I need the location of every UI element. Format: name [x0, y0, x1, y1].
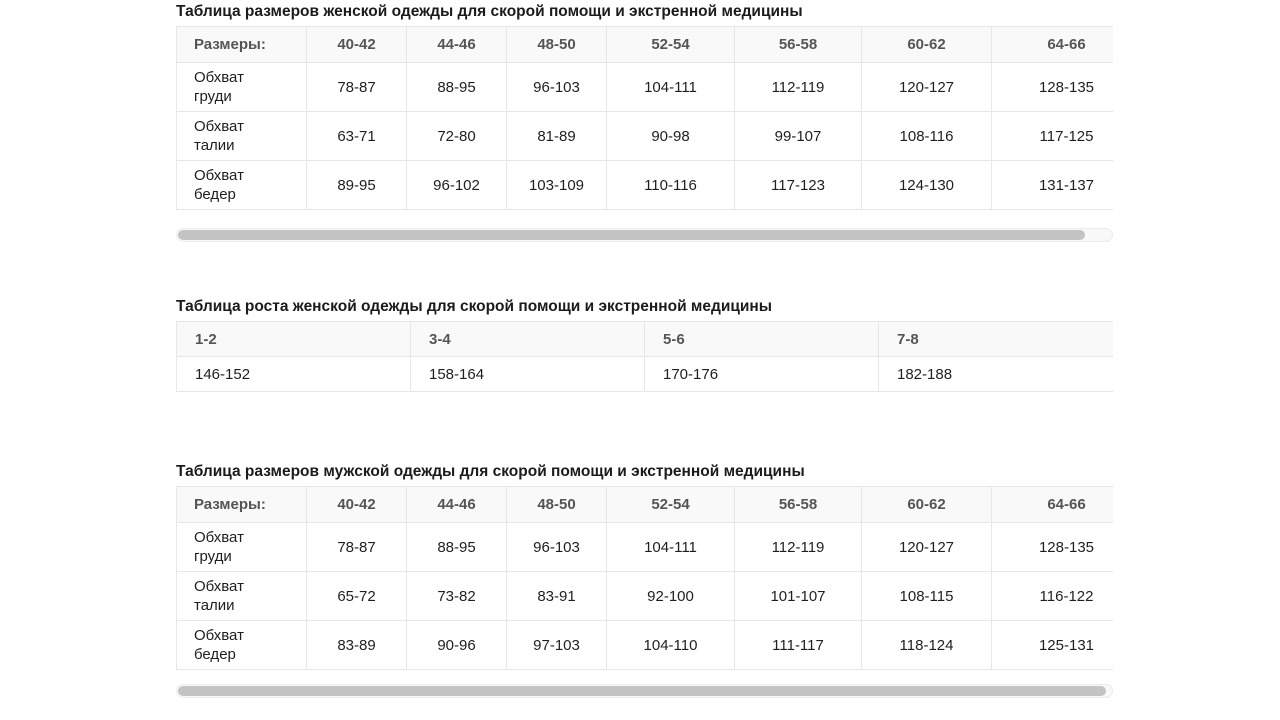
size-value-cell: 97-103 — [506, 620, 607, 670]
size-value-cell: 158-164 — [410, 356, 645, 392]
size-value-cell: 104-111 — [606, 522, 735, 572]
table-scroll-area: Размеры: 40-42 44-46 48-50 52-54 56-58 60-62 64… — [176, 486, 1113, 670]
size-value-cell: 63-71 — [306, 111, 407, 161]
scrollbar-thumb[interactable] — [178, 686, 1107, 696]
horizontal-scrollbar[interactable] — [176, 228, 1113, 242]
size-value-cell: 99-107 — [734, 111, 862, 161]
size-value-cell: 81-89 — [506, 111, 607, 161]
size-value-cell: 104-110 — [606, 620, 735, 670]
column-header: 48-50 — [506, 26, 607, 63]
horizontal-scrollbar[interactable] — [176, 684, 1113, 698]
row-label: Обхват талии — [176, 111, 307, 161]
size-value-cell: 108-115 — [861, 571, 992, 621]
size-value-cell: 90-96 — [406, 620, 507, 670]
size-value-cell: 112-119 — [734, 62, 862, 112]
size-table: Размеры: 40-42 44-46 48-50 52-54 56-58 60-62 64… — [176, 26, 1113, 210]
size-value-cell: 118-124 — [861, 620, 992, 670]
column-header: 64-66 — [991, 486, 1113, 523]
table-scroll-area: Размеры: 40-42 44-46 48-50 52-54 56-58 60-62 64… — [176, 26, 1113, 210]
size-value-cell: 65-72 — [306, 571, 407, 621]
size-value-cell: 89-95 — [306, 160, 407, 210]
column-header: 40-42 — [306, 486, 407, 523]
column-header: 44-46 — [406, 486, 507, 523]
row-label: Обхват бедер — [176, 160, 307, 210]
size-value-cell: 101-107 — [734, 571, 862, 621]
row-label: Обхват бедер — [176, 620, 307, 670]
header-row: Размеры: 40-42 44-46 48-50 52-54 56-58 60-62 64… — [176, 26, 1113, 63]
row-label: Обхват талии — [176, 571, 307, 621]
size-value-cell: 96-103 — [506, 62, 607, 112]
men-sizes-table-section: Таблица размеров мужской одежды для скор… — [176, 463, 1113, 698]
size-value-cell: 170-176 — [644, 356, 879, 392]
size-value-cell: 116-122 — [991, 571, 1113, 621]
row-label: Обхват груди — [176, 522, 307, 572]
women-height-table-section: Таблица роста женской одежды для скорой … — [176, 298, 1113, 392]
table-row: Обхват бедер 89-95 96-102 103-109 110-116 117… — [176, 160, 1113, 210]
women-sizes-table-section: Таблица размеров женской одежды для скор… — [176, 3, 1113, 242]
size-table: 1-2 3-4 5-6 7-8 146-152 158-164 170-176 182-18… — [176, 321, 1113, 392]
table-row: Обхват талии 63-71 72-80 81-89 90-98 99-107 10… — [176, 111, 1113, 161]
column-header: 1-2 — [176, 321, 411, 357]
column-header: 56-58 — [734, 26, 862, 63]
header-row: Размеры: 40-42 44-46 48-50 52-54 56-58 60-62 64… — [176, 486, 1113, 523]
size-value-cell: 90-98 — [606, 111, 735, 161]
column-header: 48-50 — [506, 486, 607, 523]
size-value-cell: 108-116 — [861, 111, 992, 161]
size-value-cell: 111-117 — [734, 620, 862, 670]
table-title: Таблица размеров мужской одежды для скор… — [176, 463, 805, 480]
table-row: Обхват бедер 83-89 90-96 97-103 104-110 111-1… — [176, 620, 1113, 670]
size-tables-page: Таблица размеров женской одежды для скор… — [176, 0, 1113, 698]
table-row: Обхват груди 78-87 88-95 96-103 104-111 112-1… — [176, 522, 1113, 572]
size-value-cell: 88-95 — [406, 522, 507, 572]
size-value-cell: 83-89 — [306, 620, 407, 670]
size-value-cell: 96-102 — [406, 160, 507, 210]
size-value-cell: 112-119 — [734, 522, 862, 572]
size-value-cell: 131-137 — [991, 160, 1113, 210]
size-value-cell: 92-100 — [606, 571, 735, 621]
table-row: Обхват талии 65-72 73-82 83-91 92-100 101-107… — [176, 571, 1113, 621]
size-value-cell: 146-152 — [176, 356, 411, 392]
column-header: 40-42 — [306, 26, 407, 63]
table-title: Таблица роста женской одежды для скорой … — [176, 298, 773, 315]
column-header: 52-54 — [606, 486, 735, 523]
table-row: 146-152 158-164 170-176 182-188 — [176, 356, 1113, 392]
column-header: 56-58 — [734, 486, 862, 523]
size-value-cell: 117-125 — [991, 111, 1113, 161]
size-value-cell: 103-109 — [506, 160, 607, 210]
column-header: 60-62 — [861, 486, 992, 523]
size-value-cell: 83-91 — [506, 571, 607, 621]
header-row: 1-2 3-4 5-6 7-8 — [176, 321, 1113, 357]
size-value-cell: 96-103 — [506, 522, 607, 572]
size-table: Размеры: 40-42 44-46 48-50 52-54 56-58 60-62 64… — [176, 486, 1113, 670]
size-value-cell: 72-80 — [406, 111, 507, 161]
column-header: 5-6 — [644, 321, 879, 357]
size-value-cell: 124-130 — [861, 160, 992, 210]
column-header: Размеры: — [176, 486, 307, 523]
column-header: 64-66 — [991, 26, 1113, 63]
size-value-cell: 128-135 — [991, 62, 1113, 112]
row-label: Обхват груди — [176, 62, 307, 112]
size-value-cell: 120-127 — [861, 62, 992, 112]
size-value-cell: 88-95 — [406, 62, 507, 112]
column-header: 60-62 — [861, 26, 992, 63]
table-scroll-area: 1-2 3-4 5-6 7-8 146-152 158-164 170-176 182-18… — [176, 321, 1113, 392]
size-value-cell: 117-123 — [734, 160, 862, 210]
column-header: Размеры: — [176, 26, 307, 63]
scrollbar-thumb[interactable] — [178, 230, 1085, 240]
size-value-cell: 73-82 — [406, 571, 507, 621]
column-header: 44-46 — [406, 26, 507, 63]
size-value-cell: 120-127 — [861, 522, 992, 572]
column-header: 3-4 — [410, 321, 645, 357]
size-value-cell: 110-116 — [606, 160, 735, 210]
size-value-cell: 78-87 — [306, 522, 407, 572]
size-value-cell: 182-188 — [878, 356, 1113, 392]
column-header: 7-8 — [878, 321, 1113, 357]
size-value-cell: 128-135 — [991, 522, 1113, 572]
size-value-cell: 104-111 — [606, 62, 735, 112]
table-row: Обхват груди 78-87 88-95 96-103 104-111 112-1… — [176, 62, 1113, 112]
size-value-cell: 78-87 — [306, 62, 407, 112]
table-title: Таблица размеров женской одежды для скор… — [176, 3, 803, 20]
column-header: 52-54 — [606, 26, 735, 63]
size-value-cell: 125-131 — [991, 620, 1113, 670]
